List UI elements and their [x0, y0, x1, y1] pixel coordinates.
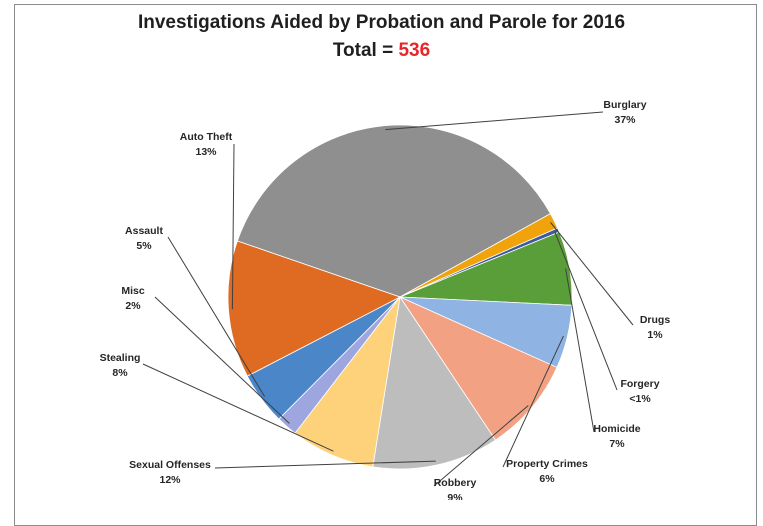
leader-line-drugs [550, 222, 634, 326]
chart-title: Investigations Aided by Probation and Pa… [137, 12, 626, 33]
slice-label-sexual-offenses: Sexual Offenses 12% [129, 459, 211, 486]
chart-subtitle: Total = 536 [0, 40, 763, 62]
leader-line-homicide [565, 268, 595, 433]
total-value: 536 [398, 40, 431, 61]
slice-label-stealing: Stealing 8% [100, 352, 141, 379]
pie-slices [227, 124, 573, 470]
slice-label-assault: Assault 5% [125, 225, 163, 252]
leader-lines [142, 111, 634, 487]
slice-labels: Burglary 37% Drugs 1% Forgery <1% Homicide 7%Pr… [100, 99, 671, 500]
leader-line-misc [154, 296, 290, 424]
total-label: Total = [332, 40, 399, 61]
pie-slice-burglary [236, 124, 551, 298]
leader-line-auto-theft [231, 143, 235, 310]
leader-line-assault [167, 236, 266, 397]
leader-line-burglary [385, 111, 604, 131]
slice-label-burglary: Burglary 37% [603, 99, 646, 126]
slice-label-homicide: Homicide 7% [593, 423, 640, 450]
pie-slice-auto-theft [227, 240, 402, 377]
slice-label-drugs: Drugs 1% [640, 314, 670, 341]
pie-chart: Burglary 37% Drugs 1% Forgery <1% Homicide 7%Pr… [100, 99, 671, 500]
leader-line-forgery [554, 231, 618, 391]
slice-label-property-crimes: Property Crimes 6% [506, 458, 588, 485]
slice-label-forgery: Forgery <1% [620, 378, 659, 405]
slice-label-misc: Misc 2% [121, 285, 145, 312]
leader-line-property-crimes [502, 335, 564, 468]
leader-line-sexual-offenses [214, 460, 436, 469]
slice-label-robbery: Robbery 9% [434, 477, 477, 500]
leader-line-stealing [142, 363, 334, 452]
slice-label-auto-theft: Auto Theft 13% [180, 131, 233, 158]
pie-slice-sexual-offenses [372, 295, 497, 470]
leader-line-robbery [433, 405, 529, 487]
pie-slice-robbery [398, 296, 558, 441]
